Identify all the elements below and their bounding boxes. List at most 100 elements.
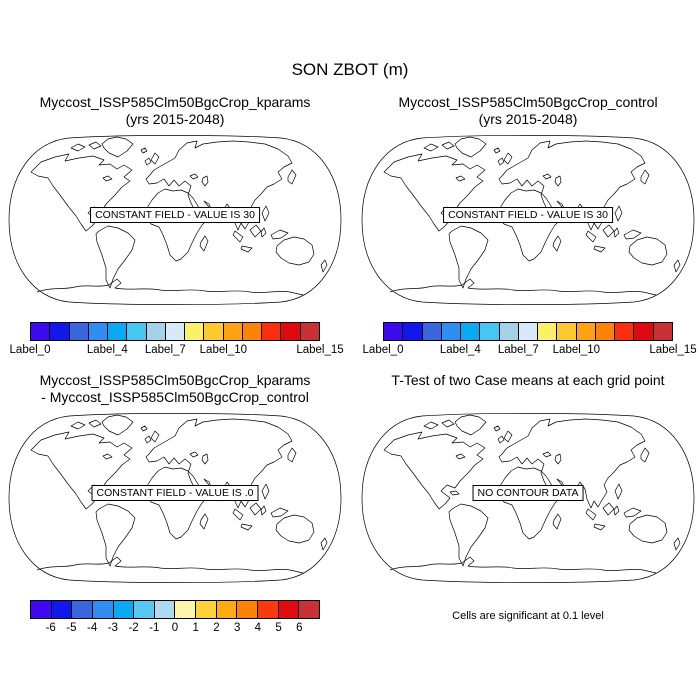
panel-title-line1: T-Test of two Case means at each grid po… <box>391 372 665 388</box>
world-map: CONSTANT FIELD - VALUE IS 30 <box>5 134 345 306</box>
colorbar-cell <box>595 323 616 340</box>
colorbar-cell <box>278 601 300 618</box>
colorbar-cell <box>92 601 114 618</box>
colorbar-tick-label: 4 <box>254 622 262 634</box>
colorbar-tick-label: -5 <box>66 622 77 634</box>
colorbar-tick-label: 2 <box>213 622 220 634</box>
panel-difference: Myccost_ISSP585Clm50BgcCrop_kparams - My… <box>5 372 345 637</box>
colorbar-cell <box>258 601 279 618</box>
colorbar-cell <box>237 601 259 618</box>
no-contour-data-label: NO CONTOUR DATA <box>472 484 584 501</box>
colorbar-tick-labels: -6 -5 -4 -3 -2 -1 0 1 2 3 4 5 6 <box>30 622 320 637</box>
constant-field-label: CONSTANT FIELD - VALUE IS 30 <box>443 206 613 223</box>
colorbar: Label_0 Label_4 Label_7 Label_10 Label_15 <box>10 322 344 359</box>
colorbar-cell <box>300 323 319 340</box>
panel-control: Myccost_ISSP585Clm50BgcCrop_control (yrs… <box>358 94 698 359</box>
significance-caption: Cells are significant at 0.1 level <box>452 610 604 622</box>
colorbar-cell <box>50 323 70 340</box>
world-map: CONSTANT FIELD - VALUE IS .0 <box>5 412 345 584</box>
colorbar-cell <box>653 323 672 340</box>
colorbar-tick-labels: Label_0 Label_4 Label_7 Label_10 Label_15 <box>10 344 344 359</box>
colorbar-cell <box>196 601 217 618</box>
colorbar-cell <box>557 323 577 340</box>
colorbar-cells <box>30 600 320 619</box>
colorbar-cell <box>204 323 224 340</box>
colorbar-tick-label: 3 <box>233 622 241 634</box>
panel-title: Myccost_ISSP585Clm50BgcCrop_kparams - My… <box>5 372 345 406</box>
panel-title-line1: Myccost_ISSP585Clm50BgcCrop_control <box>398 94 658 110</box>
colorbar-cell <box>146 323 166 340</box>
panel-title: Myccost_ISSP585Clm50BgcCrop_kparams (yrs… <box>5 94 345 128</box>
colorbar-cell <box>634 323 654 340</box>
colorbar-cell <box>262 323 282 340</box>
page-title: SON ZBOT (m) <box>291 60 409 79</box>
colorbar-tick-label: Label_10 <box>199 344 247 356</box>
colorbar-cell <box>461 323 481 340</box>
colorbar-cell <box>31 323 51 340</box>
constant-field-label: CONSTANT FIELD - VALUE IS .0 <box>91 484 259 501</box>
colorbar-tick-label: -4 <box>87 622 98 634</box>
colorbar-tick-label: Label_7 <box>144 344 186 356</box>
colorbar-cell <box>31 601 52 618</box>
colorbar-tick-label: Label_0 <box>362 344 404 356</box>
colorbar-cell <box>576 323 596 340</box>
colorbar-cell <box>480 323 500 340</box>
colorbar-cell <box>88 323 109 340</box>
world-map: NO CONTOUR DATA <box>358 412 698 584</box>
colorbar-tick-label: Label_15 <box>649 344 697 356</box>
colorbar-cell <box>499 323 519 340</box>
colorbar-cell <box>175 601 197 618</box>
colorbar-tick-label: Label_10 <box>552 344 600 356</box>
colorbar-cell <box>242 323 263 340</box>
panel-title-line1: Myccost_ISSP585Clm50BgcCrop_kparams <box>39 372 311 388</box>
colorbar-tick-label: Label_15 <box>296 344 344 356</box>
colorbar-cell <box>216 601 238 618</box>
colorbar-cell <box>72 601 93 618</box>
colorbar-tick-label: Label_0 <box>9 344 51 356</box>
constant-field-label: CONSTANT FIELD - VALUE IS 30 <box>90 206 260 223</box>
colorbar-cell <box>108 323 128 340</box>
colorbar-tick-label: -3 <box>107 622 118 634</box>
colorbar-tick-label: Label_4 <box>439 344 481 356</box>
colorbar-tick-label: 1 <box>192 622 199 634</box>
colorbar-cell <box>51 601 73 618</box>
panel-title-line2: - Myccost_ISSP585Clm50BgcCrop_control <box>41 389 309 405</box>
panel-title-line2: (yrs 2015-2048) <box>125 111 225 127</box>
colorbar-tick-label: -6 <box>45 622 56 634</box>
panel-ttest: T-Test of two Case means at each grid po… <box>358 372 698 622</box>
colorbar-cell <box>518 323 539 340</box>
colorbar-cell <box>384 323 404 340</box>
panel-title: Myccost_ISSP585Clm50BgcCrop_control (yrs… <box>358 94 698 128</box>
world-map: CONSTANT FIELD - VALUE IS 30 <box>358 134 698 306</box>
colorbar-cell <box>615 323 635 340</box>
colorbar-cell <box>127 323 147 340</box>
colorbar-cell <box>403 323 423 340</box>
colorbar-tick-label: 0 <box>171 622 179 634</box>
colorbar-cells <box>30 322 320 341</box>
colorbar-cells <box>383 322 673 341</box>
panel-title-line1: Myccost_ISSP585Clm50BgcCrop_kparams <box>39 94 311 110</box>
colorbar-tick-label: -2 <box>128 622 139 634</box>
colorbar-cell <box>441 323 462 340</box>
panel-kparams: Myccost_ISSP585Clm50BgcCrop_kparams (yrs… <box>5 94 345 359</box>
colorbar-cell <box>422 323 442 340</box>
colorbar-cell <box>299 601 319 618</box>
colorbar-cell <box>185 323 205 340</box>
colorbar-cell <box>281 323 301 340</box>
colorbar-cell <box>538 323 558 340</box>
colorbar-cell <box>154 601 176 618</box>
colorbar-tick-labels: Label_0 Label_4 Label_7 Label_10 Label_15 <box>363 344 697 359</box>
colorbar-tick-label: -1 <box>149 622 160 634</box>
colorbar: Label_0 Label_4 Label_7 Label_10 Label_15 <box>363 322 697 359</box>
colorbar-cell <box>134 601 155 618</box>
colorbar-tick-label: 6 <box>296 622 303 634</box>
colorbar-cell <box>69 323 89 340</box>
colorbar: -6 -5 -4 -3 -2 -1 0 1 2 3 4 5 6 <box>30 600 320 637</box>
colorbar-cell <box>165 323 186 340</box>
panel-title: T-Test of two Case means at each grid po… <box>358 372 698 406</box>
colorbar-cell <box>223 323 243 340</box>
colorbar-tick-label: Label_4 <box>86 344 128 356</box>
colorbar-tick-label: 5 <box>275 622 282 634</box>
panel-title-line2: (yrs 2015-2048) <box>478 111 578 127</box>
